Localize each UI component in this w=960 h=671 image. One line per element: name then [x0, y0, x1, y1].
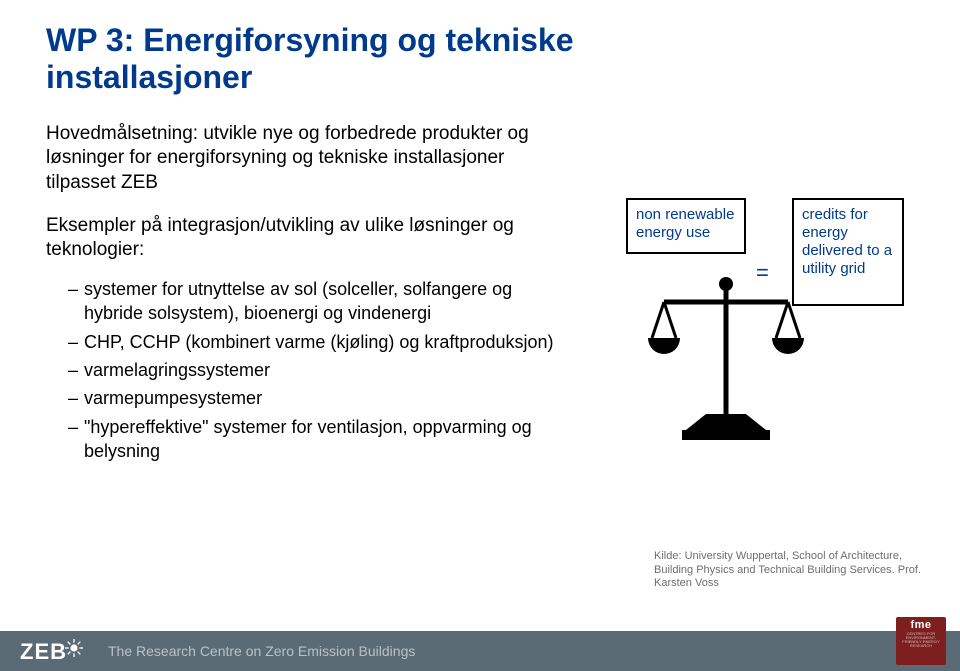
balance-diagram: non renewable energy use = credits for e… — [626, 198, 904, 458]
zeb-logo: ZEB — [20, 637, 90, 665]
list-item: "hypereffektive" systemer for ventilasjo… — [68, 415, 560, 464]
citation-text: Kilde: University Wuppertal, School of A… — [654, 550, 924, 591]
list-item: CHP, CCHP (kombinert varme (kjøling) og … — [68, 330, 560, 354]
fme-badge-top: fme — [910, 619, 931, 631]
footer-center-text: The Research Centre on Zero Emission Bui… — [108, 643, 415, 659]
bullet-list: systemer for utnyttelse av sol (solcelle… — [46, 277, 560, 463]
zeb-logo-text: ZEB — [20, 639, 67, 665]
subhead: Eksempler på integrasjon/utvikling av ul… — [46, 214, 560, 263]
scales-icon — [646, 276, 806, 444]
diagram-box-left: non renewable energy use — [626, 198, 746, 254]
list-item: varmelagringssystemer — [68, 358, 560, 382]
sun-icon — [65, 639, 83, 657]
page-title: WP 3: Energiforsyning og tekniske instal… — [0, 0, 750, 96]
lead-paragraph: Hovedmålsetning: utvikle nye og forbedre… — [46, 122, 560, 196]
list-item: systemer for utnyttelse av sol (solcelle… — [68, 277, 560, 326]
fme-badge-subtitle: CENTRES FOR ENVIRONMENT-FRIENDLY ENERGY … — [896, 632, 946, 648]
body-content: Hovedmålsetning: utvikle nye og forbedre… — [0, 96, 560, 464]
footer-bar: ZEB The Research Centre on Zero Emission… — [0, 631, 960, 671]
slide: WP 3: Energiforsyning og tekniske instal… — [0, 0, 960, 671]
list-item: varmepumpesystemer — [68, 386, 560, 410]
diagram-box-right: credits for energy delivered to a utilit… — [792, 198, 904, 306]
fme-badge: fme CENTRES FOR ENVIRONMENT-FRIENDLY ENE… — [896, 617, 946, 665]
